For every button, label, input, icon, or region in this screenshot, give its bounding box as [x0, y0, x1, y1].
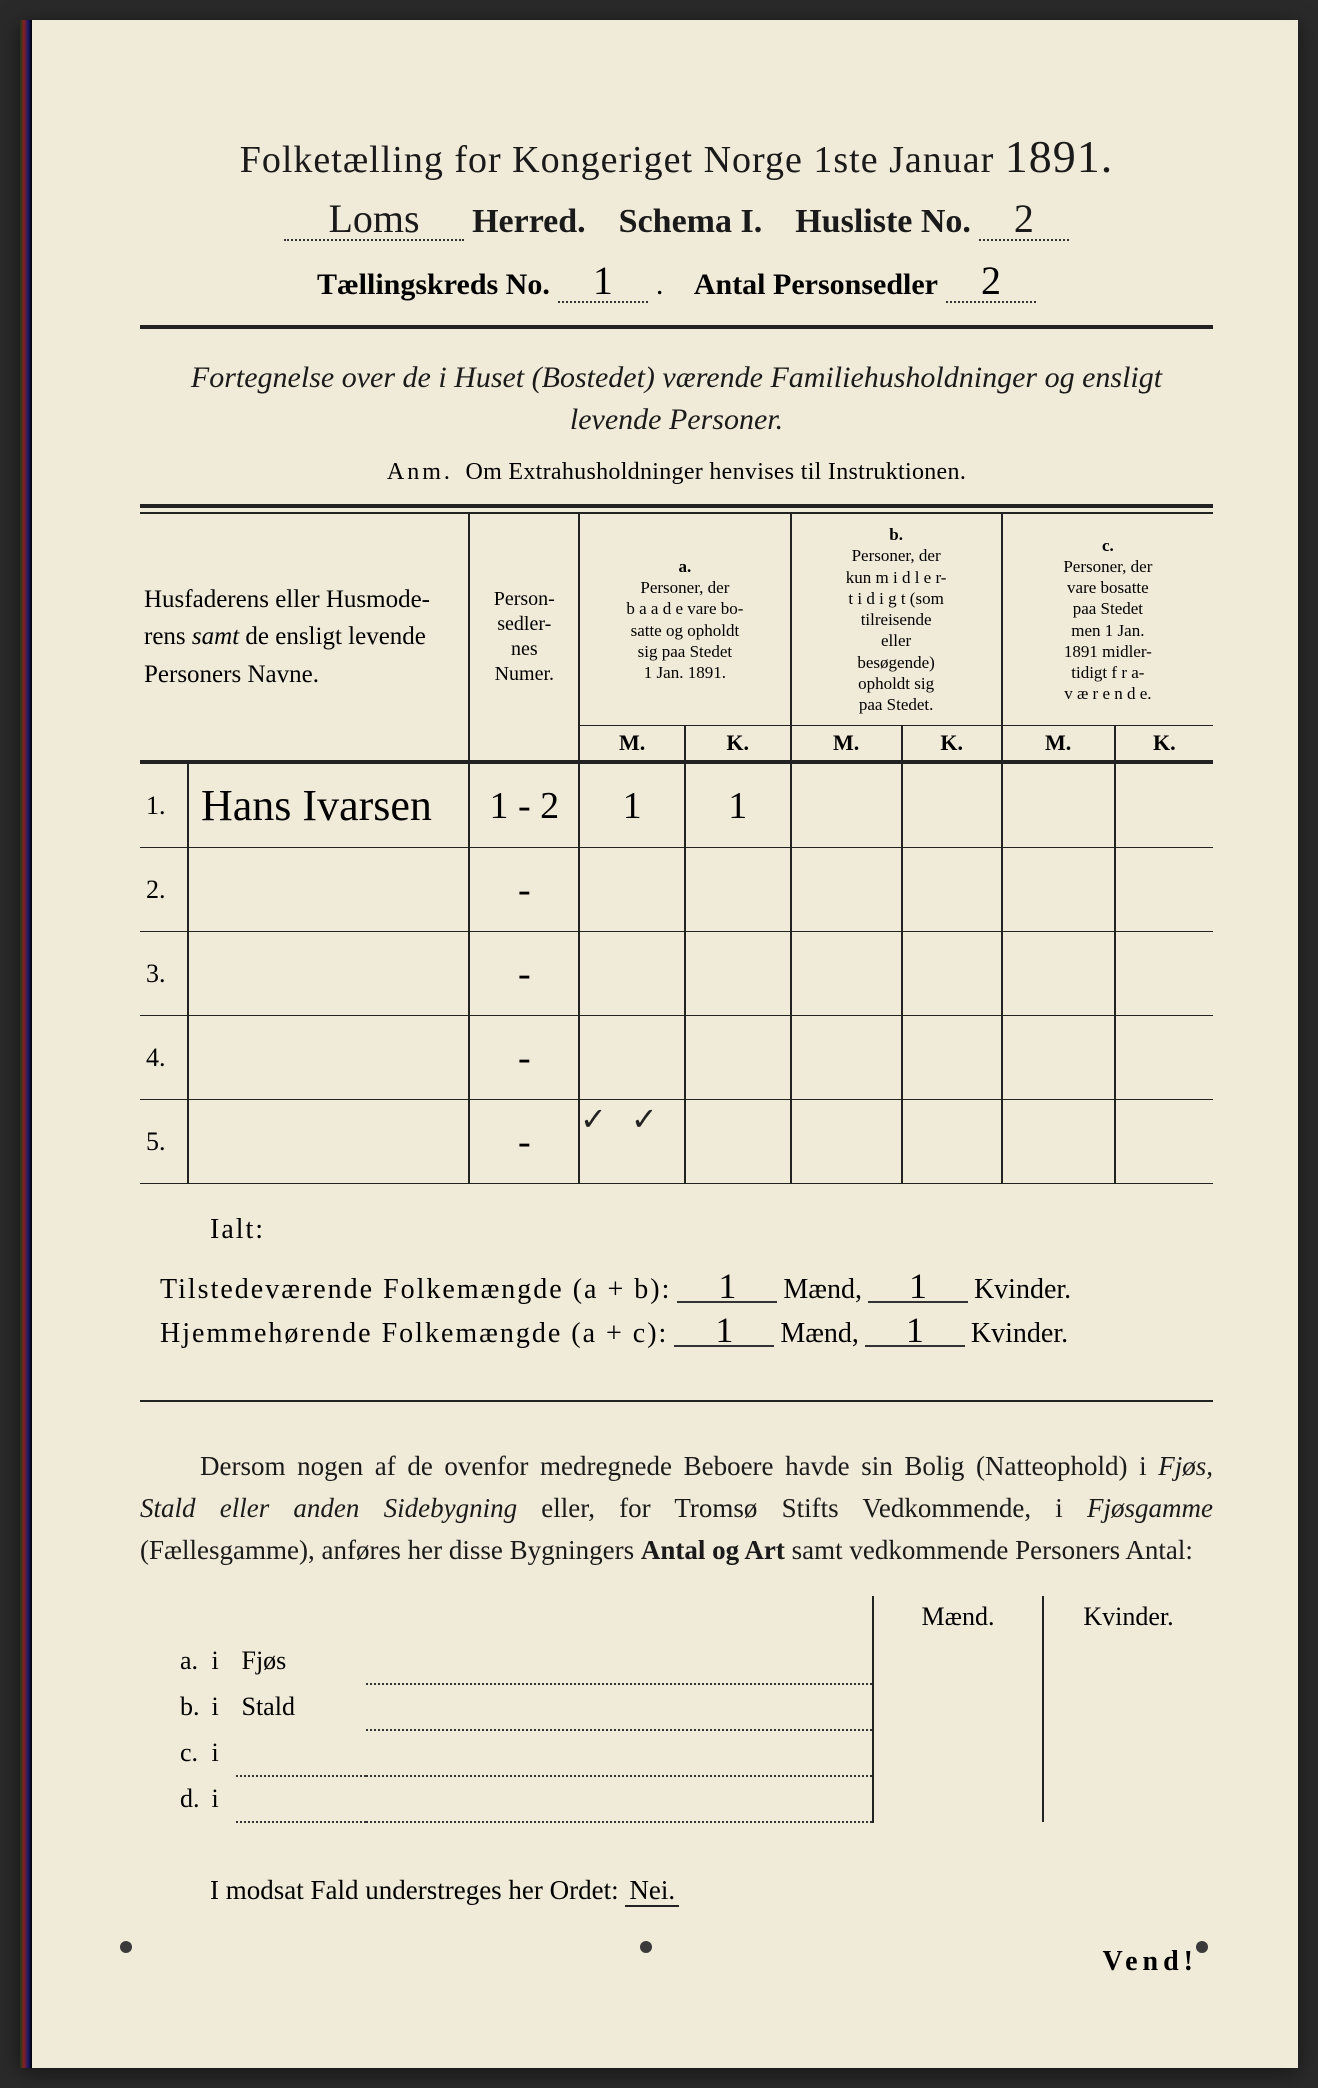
- header-row-herred: Loms Herred. Schema I. Husliste No. 2: [140, 201, 1213, 241]
- col-head-c: c. Personer, dervare bosattepaa Stedetme…: [1002, 514, 1213, 726]
- tally-mark: ✓ ✓: [580, 1100, 658, 1138]
- mk-header: M.: [791, 726, 902, 762]
- nei-word: Nei.: [625, 1875, 679, 1907]
- antal-value: 2: [946, 263, 1036, 303]
- divider: [140, 325, 1213, 329]
- mk-header: K.: [902, 726, 1002, 762]
- herred-label: Herred.: [472, 203, 586, 241]
- vend-label: Vend!: [1102, 1946, 1198, 1978]
- census-form-page: Folketælling for Kongeriget Norge 1ste J…: [20, 20, 1298, 2068]
- lower-head-m: Mænd.: [873, 1596, 1043, 1638]
- sum-line-ab: Tilstedeværende Folkemængde (a + b): 1 M…: [160, 1272, 1213, 1306]
- punch-hole-icon: [640, 1941, 652, 1953]
- nei-line: I modsat Fald understreges her Ordet: Ne…: [210, 1875, 1213, 1906]
- kreds-label: Tællingskreds No.: [317, 268, 550, 302]
- table-row: 1. Hans Ivarsen 1 - 2 1 1: [140, 764, 1213, 848]
- punch-hole-icon: [1196, 1941, 1208, 1953]
- ialt-label: Ialt:: [210, 1214, 1213, 1246]
- main-table: Husfaderens eller Husmode-rens samt de e…: [140, 514, 1213, 1184]
- col-head-numer: Person-sedler-nesNumer.: [469, 514, 579, 762]
- mk-header: K.: [685, 726, 791, 762]
- anm-note: Anm. Om Extrahusholdninger henvises til …: [140, 459, 1213, 486]
- mk-header: M.: [579, 726, 685, 762]
- table-row: 4. -: [140, 1016, 1213, 1100]
- table-row: 5. -: [140, 1100, 1213, 1184]
- lower-row: d. i: [140, 1776, 1213, 1822]
- header-row-kreds: Tællingskreds No. 1. Antal Personsedler …: [140, 263, 1213, 303]
- husliste-label: Husliste No.: [795, 203, 971, 241]
- lower-head-k: Kvinder.: [1043, 1596, 1213, 1638]
- lower-row: b. i Stald: [140, 1684, 1213, 1730]
- table-row: 2. -: [140, 848, 1213, 932]
- punch-hole-icon: [120, 1941, 132, 1953]
- subtitle-line1: Fortegnelse over de i Huset (Bostedet) v…: [191, 361, 1162, 394]
- lower-table: Mænd. Kvinder. a. i Fjøs b. i Stald c. i…: [140, 1596, 1213, 1823]
- mk-header: M.: [1002, 726, 1115, 762]
- col-head-names: Husfaderens eller Husmode-rens samt de e…: [140, 514, 469, 762]
- subtitle-block: Fortegnelse over de i Huset (Bostedet) v…: [140, 357, 1213, 441]
- sum-line-ac: Hjemmehørende Folkemængde (a + c): 1 Mæn…: [160, 1316, 1213, 1350]
- husliste-value: 2: [979, 201, 1069, 241]
- kreds-value: 1: [558, 263, 648, 303]
- herred-value: Loms: [284, 201, 464, 241]
- schema-label: Schema I.: [619, 203, 763, 241]
- col-head-b: b. Personer, derkun m i d l e r-t i d i …: [791, 514, 1002, 726]
- table-row: 3. -: [140, 932, 1213, 1016]
- page-title: Folketælling for Kongeriget Norge 1ste J…: [140, 130, 1213, 183]
- lower-row: c. i: [140, 1730, 1213, 1776]
- title-main: Folketælling for Kongeriget Norge 1ste J…: [240, 139, 995, 181]
- anm-text: Om Extrahusholdninger henvises til Instr…: [465, 459, 966, 485]
- subtitle-line2: levende Personer.: [570, 403, 783, 436]
- title-year: 1891.: [1005, 131, 1114, 182]
- instruction-paragraph: Dersom nogen af de ovenfor medregnede Be…: [140, 1446, 1213, 1572]
- totals-block: Ialt: Tilstedeværende Folkemængde (a + b…: [140, 1214, 1213, 1350]
- divider: [140, 1400, 1213, 1402]
- mk-header: K.: [1115, 726, 1213, 762]
- col-head-a: a. Personer, derb a a d e vare bo-satte …: [579, 514, 790, 726]
- antal-label: Antal Personsedler: [694, 268, 938, 302]
- divider-double: [140, 504, 1213, 514]
- anm-prefix: Anm.: [387, 459, 453, 485]
- lower-row: a. i Fjøs: [140, 1638, 1213, 1684]
